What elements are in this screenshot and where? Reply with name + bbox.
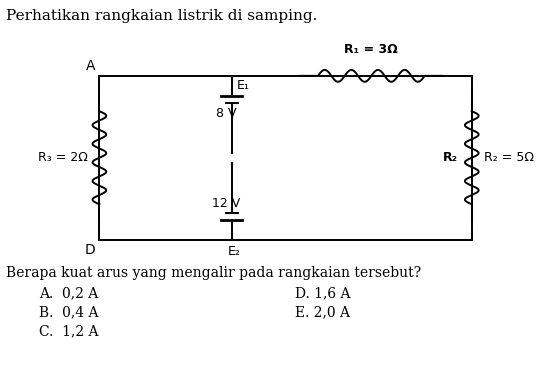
Text: E₂: E₂ — [228, 245, 241, 258]
Text: R₁ = 3Ω: R₁ = 3Ω — [345, 43, 398, 56]
Text: A.  0,2 A: A. 0,2 A — [39, 286, 98, 300]
Text: E. 2,0 A: E. 2,0 A — [295, 305, 351, 319]
Text: Perhatikan rangkaian listrik di samping.: Perhatikan rangkaian listrik di samping. — [7, 9, 318, 23]
Text: E₁: E₁ — [236, 79, 250, 92]
Text: C.  1,2 A: C. 1,2 A — [39, 324, 98, 338]
Text: R₃ = 2Ω: R₃ = 2Ω — [38, 151, 87, 164]
Text: Berapa kuat arus yang mengalir pada rangkaian tersebut?: Berapa kuat arus yang mengalir pada rang… — [7, 266, 422, 280]
Text: 12 V: 12 V — [212, 197, 240, 210]
Text: D: D — [85, 243, 96, 257]
Text: 8 V: 8 V — [216, 107, 236, 120]
Text: R₂ = 5Ω: R₂ = 5Ω — [484, 151, 533, 164]
Text: B.  0,4 A: B. 0,4 A — [39, 305, 98, 319]
Text: A: A — [86, 59, 96, 73]
Text: R₂: R₂ — [443, 151, 458, 164]
Text: D. 1,6 A: D. 1,6 A — [295, 286, 351, 300]
